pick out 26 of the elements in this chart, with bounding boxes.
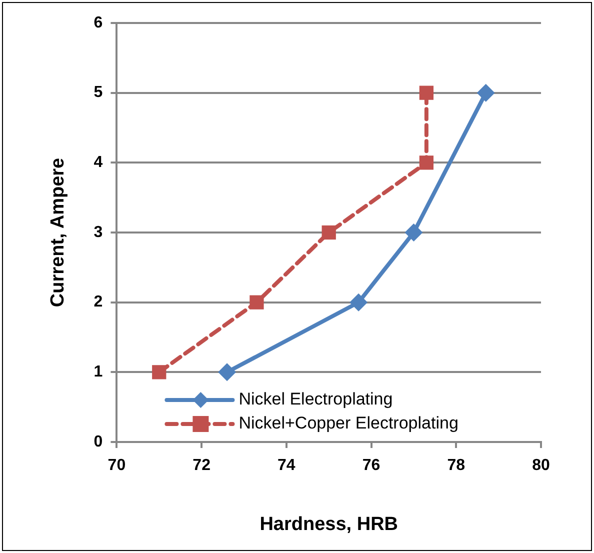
y-tick-label: 5 — [94, 84, 103, 102]
y-tick-label: 2 — [94, 294, 103, 311]
y-tick-label: 1 — [94, 364, 103, 381]
point — [322, 225, 336, 240]
x-tick-label: 78 — [447, 457, 466, 474]
x-tick-label: 72 — [192, 457, 211, 474]
x-axis-title: Hardness, HRB — [260, 514, 398, 535]
point — [218, 363, 236, 382]
x-tick-label: 80 — [532, 457, 550, 474]
point — [250, 295, 264, 310]
legend-label: Nickel+Copper Electroplating — [238, 414, 458, 433]
point — [419, 86, 434, 100]
y-tick-label: 0 — [94, 433, 103, 450]
point — [152, 365, 166, 380]
legend-label: Nickel Electroplating — [238, 390, 393, 409]
x-tick-label: 74 — [278, 457, 296, 474]
y-tick-label: 3 — [94, 224, 103, 241]
y-axis-title: Current, Ampere — [48, 158, 69, 308]
point — [476, 84, 495, 102]
point — [404, 224, 423, 242]
point — [419, 156, 434, 170]
x-tick-label: 76 — [362, 457, 380, 474]
point — [350, 293, 368, 312]
y-tick-label: 6 — [94, 14, 103, 32]
y-tick-label: 4 — [94, 154, 103, 172]
x-tick-label: 70 — [108, 457, 126, 474]
